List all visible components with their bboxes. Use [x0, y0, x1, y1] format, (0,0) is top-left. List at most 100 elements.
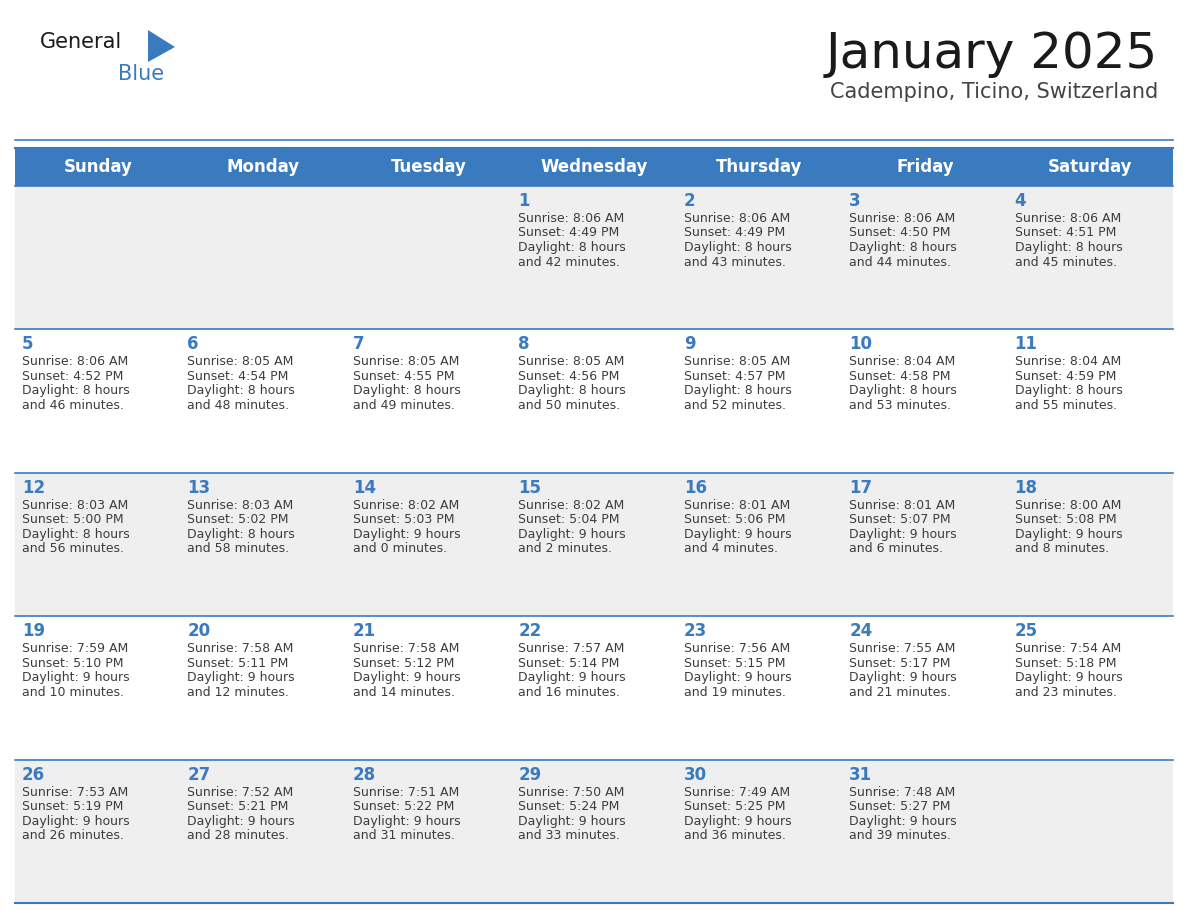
Text: Sunset: 5:02 PM: Sunset: 5:02 PM: [188, 513, 289, 526]
Bar: [15, 473, 1173, 616]
Text: 10: 10: [849, 335, 872, 353]
Text: Daylight: 8 hours: Daylight: 8 hours: [23, 528, 129, 541]
Text: Sunset: 5:22 PM: Sunset: 5:22 PM: [353, 800, 454, 813]
Text: Daylight: 8 hours: Daylight: 8 hours: [518, 241, 626, 254]
Text: Sunset: 5:14 PM: Sunset: 5:14 PM: [518, 656, 620, 670]
Text: Daylight: 9 hours: Daylight: 9 hours: [353, 671, 461, 684]
Text: Daylight: 9 hours: Daylight: 9 hours: [1015, 528, 1123, 541]
Text: and 4 minutes.: and 4 minutes.: [684, 543, 778, 555]
Text: Daylight: 9 hours: Daylight: 9 hours: [23, 814, 129, 828]
Text: 1: 1: [518, 192, 530, 210]
Text: Sunset: 5:21 PM: Sunset: 5:21 PM: [188, 800, 289, 813]
Text: and 56 minutes.: and 56 minutes.: [23, 543, 124, 555]
Text: 5: 5: [23, 335, 33, 353]
Bar: [15, 148, 1173, 186]
Text: Sunset: 4:57 PM: Sunset: 4:57 PM: [684, 370, 785, 383]
Text: Sunrise: 7:58 AM: Sunrise: 7:58 AM: [353, 643, 460, 655]
Text: Sunset: 5:11 PM: Sunset: 5:11 PM: [188, 656, 289, 670]
Text: Daylight: 9 hours: Daylight: 9 hours: [518, 671, 626, 684]
Text: 19: 19: [23, 622, 45, 640]
Text: and 12 minutes.: and 12 minutes.: [188, 686, 290, 699]
Text: Sunset: 5:06 PM: Sunset: 5:06 PM: [684, 513, 785, 526]
Text: Sunset: 4:49 PM: Sunset: 4:49 PM: [518, 227, 619, 240]
Text: Sunset: 4:51 PM: Sunset: 4:51 PM: [1015, 227, 1116, 240]
Text: Sunrise: 7:58 AM: Sunrise: 7:58 AM: [188, 643, 293, 655]
Text: Sunrise: 7:48 AM: Sunrise: 7:48 AM: [849, 786, 955, 799]
Text: Sunset: 5:12 PM: Sunset: 5:12 PM: [353, 656, 454, 670]
Text: Sunset: 5:10 PM: Sunset: 5:10 PM: [23, 656, 124, 670]
Bar: [15, 186, 1173, 330]
Text: Sunrise: 7:53 AM: Sunrise: 7:53 AM: [23, 786, 128, 799]
Text: Sunrise: 8:06 AM: Sunrise: 8:06 AM: [849, 212, 955, 225]
Text: Monday: Monday: [227, 158, 299, 176]
Text: 11: 11: [1015, 335, 1037, 353]
Text: General: General: [40, 32, 122, 52]
Text: and 43 minutes.: and 43 minutes.: [684, 255, 785, 268]
Text: Sunset: 5:04 PM: Sunset: 5:04 PM: [518, 513, 620, 526]
Text: 4: 4: [1015, 192, 1026, 210]
Text: and 50 minutes.: and 50 minutes.: [518, 399, 620, 412]
Text: Sunrise: 8:00 AM: Sunrise: 8:00 AM: [1015, 498, 1121, 512]
Bar: [15, 759, 1173, 903]
Text: Daylight: 9 hours: Daylight: 9 hours: [684, 671, 791, 684]
Text: Sunrise: 7:50 AM: Sunrise: 7:50 AM: [518, 786, 625, 799]
Text: Daylight: 8 hours: Daylight: 8 hours: [353, 385, 461, 397]
Text: Sunset: 4:56 PM: Sunset: 4:56 PM: [518, 370, 620, 383]
Text: and 36 minutes.: and 36 minutes.: [684, 829, 785, 842]
Text: Tuesday: Tuesday: [391, 158, 467, 176]
Text: Daylight: 9 hours: Daylight: 9 hours: [188, 814, 295, 828]
Bar: [15, 616, 1173, 759]
Text: and 16 minutes.: and 16 minutes.: [518, 686, 620, 699]
Text: Blue: Blue: [118, 64, 164, 84]
Text: Thursday: Thursday: [716, 158, 803, 176]
Text: Sunset: 5:08 PM: Sunset: 5:08 PM: [1015, 513, 1117, 526]
Text: Daylight: 8 hours: Daylight: 8 hours: [23, 385, 129, 397]
Text: and 39 minutes.: and 39 minutes.: [849, 829, 952, 842]
Text: Sunset: 4:52 PM: Sunset: 4:52 PM: [23, 370, 124, 383]
Text: 17: 17: [849, 479, 872, 497]
Text: Sunset: 5:00 PM: Sunset: 5:00 PM: [23, 513, 124, 526]
Text: 29: 29: [518, 766, 542, 784]
Text: 9: 9: [684, 335, 695, 353]
Text: Sunset: 5:19 PM: Sunset: 5:19 PM: [23, 800, 124, 813]
Text: and 31 minutes.: and 31 minutes.: [353, 829, 455, 842]
Text: and 21 minutes.: and 21 minutes.: [849, 686, 952, 699]
Text: 6: 6: [188, 335, 198, 353]
Text: 27: 27: [188, 766, 210, 784]
Text: Sunset: 5:03 PM: Sunset: 5:03 PM: [353, 513, 454, 526]
Text: 18: 18: [1015, 479, 1037, 497]
Text: Sunrise: 8:05 AM: Sunrise: 8:05 AM: [684, 355, 790, 368]
Text: and 14 minutes.: and 14 minutes.: [353, 686, 455, 699]
Text: 16: 16: [684, 479, 707, 497]
Text: and 52 minutes.: and 52 minutes.: [684, 399, 785, 412]
Text: Daylight: 8 hours: Daylight: 8 hours: [1015, 385, 1123, 397]
Text: Sunset: 5:17 PM: Sunset: 5:17 PM: [849, 656, 950, 670]
Text: 2: 2: [684, 192, 695, 210]
Text: Sunrise: 7:52 AM: Sunrise: 7:52 AM: [188, 786, 293, 799]
Text: and 45 minutes.: and 45 minutes.: [1015, 255, 1117, 268]
Text: 26: 26: [23, 766, 45, 784]
Text: 28: 28: [353, 766, 375, 784]
Text: Daylight: 8 hours: Daylight: 8 hours: [188, 385, 295, 397]
Text: and 28 minutes.: and 28 minutes.: [188, 829, 290, 842]
Text: Sunrise: 8:05 AM: Sunrise: 8:05 AM: [188, 355, 293, 368]
Text: 12: 12: [23, 479, 45, 497]
Text: and 10 minutes.: and 10 minutes.: [23, 686, 124, 699]
Text: January 2025: January 2025: [826, 30, 1158, 78]
Text: Sunset: 5:27 PM: Sunset: 5:27 PM: [849, 800, 950, 813]
Text: Daylight: 9 hours: Daylight: 9 hours: [849, 528, 956, 541]
Bar: [15, 330, 1173, 473]
Text: Daylight: 8 hours: Daylight: 8 hours: [684, 385, 791, 397]
Text: Sunset: 5:24 PM: Sunset: 5:24 PM: [518, 800, 620, 813]
Text: and 46 minutes.: and 46 minutes.: [23, 399, 124, 412]
Text: Cadempino, Ticino, Switzerland: Cadempino, Ticino, Switzerland: [829, 82, 1158, 102]
Text: Daylight: 9 hours: Daylight: 9 hours: [849, 814, 956, 828]
Text: 30: 30: [684, 766, 707, 784]
Text: Sunrise: 8:02 AM: Sunrise: 8:02 AM: [518, 498, 625, 512]
Text: and 49 minutes.: and 49 minutes.: [353, 399, 455, 412]
Text: and 44 minutes.: and 44 minutes.: [849, 255, 952, 268]
Text: 31: 31: [849, 766, 872, 784]
Text: and 55 minutes.: and 55 minutes.: [1015, 399, 1117, 412]
Text: 25: 25: [1015, 622, 1037, 640]
Text: 20: 20: [188, 622, 210, 640]
